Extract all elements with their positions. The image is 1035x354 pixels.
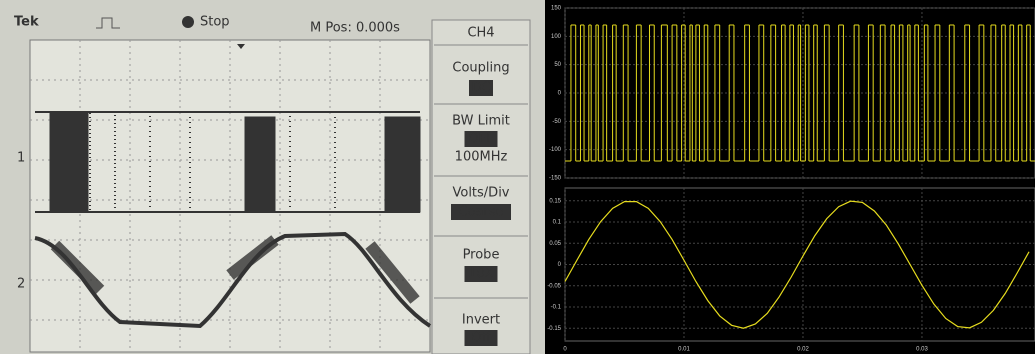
y-tick-label: 0.1 bbox=[553, 220, 562, 226]
line bbox=[564, 200, 1030, 329]
menu-value: 10X bbox=[468, 267, 494, 282]
y-tick-label: 100 bbox=[551, 34, 562, 40]
menu-value-box bbox=[451, 204, 511, 220]
run-indicator bbox=[182, 16, 194, 28]
menu-label: BW Limit bbox=[452, 114, 510, 129]
status: Stop bbox=[200, 15, 230, 30]
channel-marker: 1 bbox=[17, 151, 25, 166]
y-tick-label: -0.05 bbox=[547, 283, 561, 289]
brand: Tek bbox=[14, 15, 39, 30]
y-tick-label: 0.15 bbox=[549, 198, 561, 204]
y-tick-label: 0.05 bbox=[549, 241, 561, 247]
menu-label: Coupling bbox=[452, 61, 509, 76]
trigger-marker bbox=[237, 44, 245, 49]
menu-value-box bbox=[464, 266, 498, 282]
x-tick-label: 0.03 bbox=[916, 347, 928, 353]
y-tick-label: 150 bbox=[551, 6, 562, 12]
menu-value: DC bbox=[471, 81, 490, 96]
x-tick-label: 0.02 bbox=[797, 347, 809, 353]
plot-area bbox=[564, 187, 1035, 342]
y-tick-label: -150 bbox=[549, 176, 562, 182]
channel: CH4 bbox=[467, 26, 494, 41]
menu-value-box bbox=[464, 330, 498, 346]
menu-value: Coarse bbox=[458, 205, 503, 220]
position: M Pos: 0.000s bbox=[310, 21, 400, 36]
scope-trace bbox=[34, 111, 432, 329]
menu-sub: 100MHz bbox=[455, 150, 508, 165]
menu-label: Volts/Div bbox=[452, 186, 509, 201]
menu-label: Probe bbox=[463, 248, 500, 263]
y-tick-label: 0 bbox=[558, 262, 562, 268]
menu-value-box bbox=[469, 80, 493, 96]
channel-marker: 2 bbox=[17, 277, 25, 292]
y-tick-label: -100 bbox=[549, 147, 562, 153]
x-tick-label: 0 bbox=[563, 347, 567, 353]
y-tick-label: -0.1 bbox=[551, 305, 562, 311]
trigger-icon bbox=[96, 17, 120, 29]
menu-value: OFF bbox=[468, 132, 493, 147]
y-tick-label: -50 bbox=[552, 119, 561, 125]
plot-area bbox=[564, 7, 1035, 179]
menu-value: Off bbox=[471, 331, 491, 346]
y-tick-label: 50 bbox=[554, 62, 561, 68]
y-tick-label: 0 bbox=[558, 91, 562, 97]
menu-label: Invert bbox=[462, 313, 500, 328]
menu-value-box bbox=[464, 131, 498, 147]
x-tick-label: 0.01 bbox=[678, 347, 690, 353]
scope-grid bbox=[30, 40, 430, 352]
y-tick-label: -0.15 bbox=[547, 326, 561, 332]
